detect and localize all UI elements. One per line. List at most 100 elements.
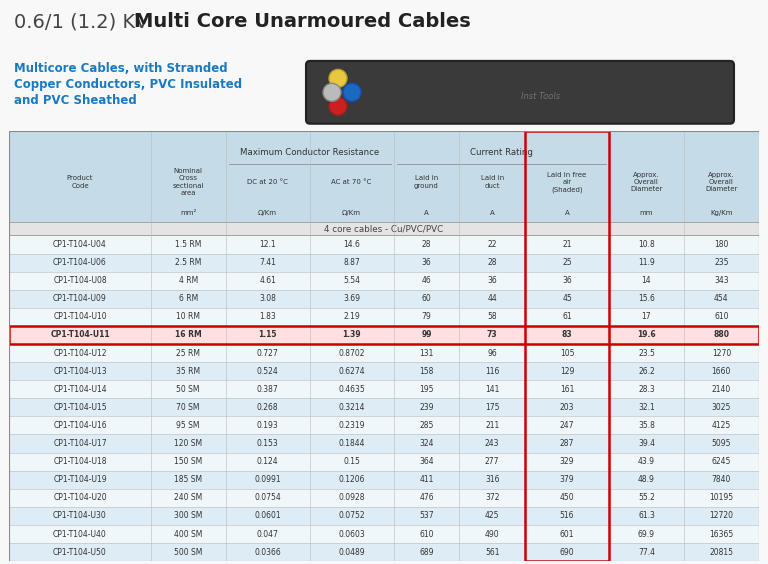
Text: Multicore Cables, with Stranded: Multicore Cables, with Stranded xyxy=(14,62,227,75)
Text: 880: 880 xyxy=(713,331,730,340)
Text: 46: 46 xyxy=(422,276,432,285)
Bar xyxy=(9,326,759,344)
Text: 2.19: 2.19 xyxy=(343,312,360,321)
Bar xyxy=(9,222,759,235)
Text: 239: 239 xyxy=(419,403,434,412)
Text: 17: 17 xyxy=(642,312,651,321)
Text: CP1-T104-U11: CP1-T104-U11 xyxy=(50,331,110,340)
Text: 3025: 3025 xyxy=(712,403,731,412)
Text: 0.124: 0.124 xyxy=(257,457,279,466)
Text: 2.5 RM: 2.5 RM xyxy=(175,258,201,267)
Text: 0.0754: 0.0754 xyxy=(254,494,281,503)
Text: 141: 141 xyxy=(485,385,499,394)
Text: 490: 490 xyxy=(485,530,499,539)
Bar xyxy=(525,131,609,561)
Text: CP1-T104-U19: CP1-T104-U19 xyxy=(53,475,107,484)
Text: CP1-T104-U16: CP1-T104-U16 xyxy=(53,421,107,430)
Text: 79: 79 xyxy=(422,312,432,321)
Text: 16 RM: 16 RM xyxy=(175,331,201,340)
Text: 195: 195 xyxy=(419,385,434,394)
Text: 11.9: 11.9 xyxy=(638,258,655,267)
Circle shape xyxy=(343,83,361,102)
Text: Current Rating: Current Rating xyxy=(470,148,533,157)
Text: CP1-T104-U13: CP1-T104-U13 xyxy=(53,367,107,376)
Bar xyxy=(9,507,759,525)
Text: 1660: 1660 xyxy=(712,367,731,376)
Text: 21: 21 xyxy=(562,240,572,249)
Text: Laid in
ground: Laid in ground xyxy=(414,175,439,189)
Text: Approx.
Overall
Diameter: Approx. Overall Diameter xyxy=(705,172,737,192)
Text: mm: mm xyxy=(640,210,654,216)
Text: A: A xyxy=(424,210,429,216)
Text: 1.5 RM: 1.5 RM xyxy=(175,240,201,249)
Text: Nominal
Cross
sectional
area: Nominal Cross sectional area xyxy=(172,168,204,196)
Text: Laid in free
air
(Shaded): Laid in free air (Shaded) xyxy=(548,171,587,193)
Text: 61: 61 xyxy=(562,312,572,321)
Text: 689: 689 xyxy=(419,548,434,557)
Text: 28: 28 xyxy=(488,258,497,267)
Text: 0.0601: 0.0601 xyxy=(254,512,281,521)
Text: 379: 379 xyxy=(560,475,574,484)
Text: CP1-T104-U14: CP1-T104-U14 xyxy=(53,385,107,394)
Circle shape xyxy=(329,98,347,115)
Text: 0.0603: 0.0603 xyxy=(338,530,365,539)
Text: 0.0752: 0.0752 xyxy=(338,512,365,521)
Text: 372: 372 xyxy=(485,494,499,503)
Text: 610: 610 xyxy=(714,312,729,321)
Text: 454: 454 xyxy=(714,294,729,303)
Text: 1.83: 1.83 xyxy=(260,312,276,321)
Text: 300 SM: 300 SM xyxy=(174,512,202,521)
Text: 0.193: 0.193 xyxy=(257,421,279,430)
Text: 2140: 2140 xyxy=(712,385,731,394)
Text: 285: 285 xyxy=(419,421,434,430)
Text: CP1-T104-U04: CP1-T104-U04 xyxy=(53,240,107,249)
Bar xyxy=(9,489,759,507)
Text: Product
Code: Product Code xyxy=(67,175,93,189)
Text: 0.6274: 0.6274 xyxy=(338,367,365,376)
Text: 4 RM: 4 RM xyxy=(178,276,198,285)
Text: 0.6/1 (1.2) KV: 0.6/1 (1.2) KV xyxy=(14,12,161,31)
Text: 39.4: 39.4 xyxy=(638,439,655,448)
Text: 0.047: 0.047 xyxy=(257,530,279,539)
Text: Laid in
duct: Laid in duct xyxy=(481,175,504,189)
Text: 96: 96 xyxy=(488,349,497,358)
Text: 5095: 5095 xyxy=(712,439,731,448)
Text: 0.727: 0.727 xyxy=(257,349,279,358)
Text: 48.9: 48.9 xyxy=(638,475,655,484)
Text: 0.1844: 0.1844 xyxy=(339,439,365,448)
Text: 0.387: 0.387 xyxy=(257,385,279,394)
Text: Multi Core Unarmoured Cables: Multi Core Unarmoured Cables xyxy=(134,12,471,31)
Bar xyxy=(9,362,759,380)
Text: 690: 690 xyxy=(560,548,574,557)
Text: 10.8: 10.8 xyxy=(638,240,655,249)
Text: 60: 60 xyxy=(422,294,432,303)
Text: 61.3: 61.3 xyxy=(638,512,655,521)
Text: 36: 36 xyxy=(488,276,497,285)
Text: 400 SM: 400 SM xyxy=(174,530,202,539)
Text: A: A xyxy=(490,210,495,216)
Text: 0.2319: 0.2319 xyxy=(339,421,365,430)
Text: 364: 364 xyxy=(419,457,434,466)
Text: 516: 516 xyxy=(560,512,574,521)
Text: AC at 70 °C: AC at 70 °C xyxy=(332,179,372,185)
Text: 25: 25 xyxy=(562,258,572,267)
Text: 105: 105 xyxy=(560,349,574,358)
Bar xyxy=(9,235,759,253)
Text: 287: 287 xyxy=(560,439,574,448)
Text: 0.1206: 0.1206 xyxy=(339,475,365,484)
Text: 0.8702: 0.8702 xyxy=(339,349,365,358)
Text: 6 RM: 6 RM xyxy=(178,294,198,303)
Text: 35.8: 35.8 xyxy=(638,421,655,430)
Text: 0.0366: 0.0366 xyxy=(254,548,281,557)
Text: 0.3214: 0.3214 xyxy=(339,403,365,412)
Text: 36: 36 xyxy=(562,276,572,285)
Text: A: A xyxy=(564,210,569,216)
FancyBboxPatch shape xyxy=(306,61,734,124)
Text: 12720: 12720 xyxy=(710,512,733,521)
Text: 425: 425 xyxy=(485,512,499,521)
Text: DC at 20 °C: DC at 20 °C xyxy=(247,179,288,185)
Text: CP1-T104-U06: CP1-T104-U06 xyxy=(53,258,107,267)
Text: 36: 36 xyxy=(422,258,432,267)
Bar xyxy=(9,543,759,561)
Text: 158: 158 xyxy=(419,367,434,376)
